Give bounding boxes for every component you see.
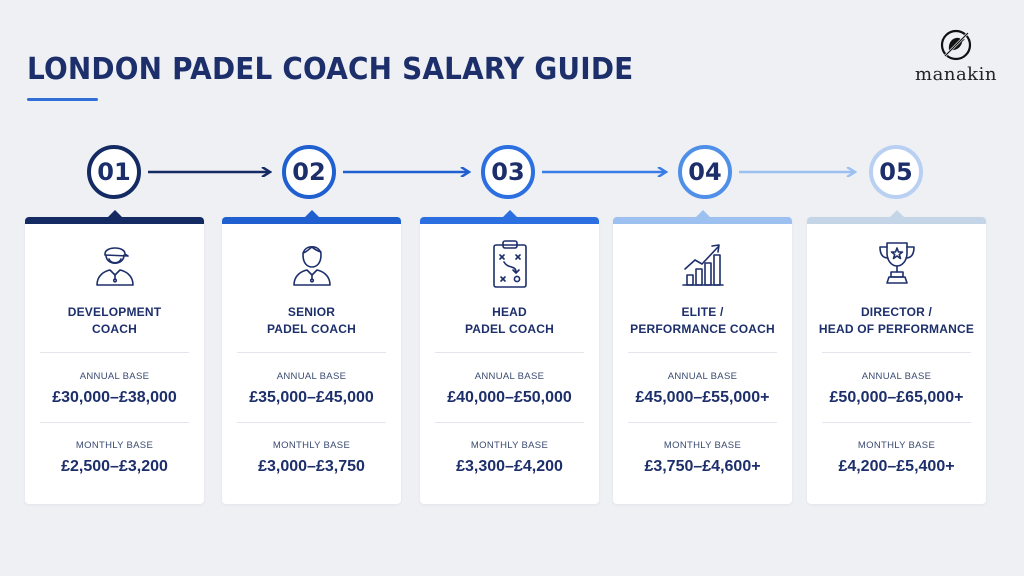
role-title: HEAD PADEL COACH [464, 305, 555, 336]
role-title: SENIOR PADEL COACH [266, 305, 357, 336]
salary-card-elite-performance-coach: ELITE / PERFORMANCE COACH ANNUAL BASE £4… [613, 210, 792, 504]
annual-base-label: ANNUAL BASE [79, 371, 150, 382]
step-circle-4: 04 [678, 145, 732, 199]
card-notch [694, 210, 711, 218]
annual-base-label: ANNUAL BASE [861, 371, 932, 382]
monthly-base-label: MONTHLY BASE [470, 440, 549, 451]
arrow-2-to-3 [343, 167, 471, 177]
divider [628, 352, 777, 353]
card-notch [106, 210, 123, 218]
role-title: ELITE / PERFORMANCE COACH [630, 305, 775, 336]
divider [40, 422, 189, 423]
annual-base-label: ANNUAL BASE [667, 371, 738, 382]
step-circle-3: 03 [481, 145, 535, 199]
annual-base-label: ANNUAL BASE [276, 371, 347, 382]
card-header-bar [25, 217, 204, 224]
card-header-bar [613, 217, 792, 224]
clipboard-tactics-icon [492, 240, 527, 288]
divider [435, 352, 584, 353]
salary-card-senior-padel-coach: SENIOR PADEL COACH ANNUAL BASE £35,000–£… [222, 210, 401, 504]
monthly-base-label: MONTHLY BASE [857, 440, 936, 451]
coach-person-icon [292, 245, 331, 286]
annual-base-value: £40,000–£50,000 [447, 389, 572, 406]
card-notch [501, 210, 518, 218]
annual-base-value: £35,000–£45,000 [249, 389, 374, 406]
annual-base-value: £50,000–£65,000+ [829, 389, 964, 406]
divider [237, 422, 386, 423]
monthly-base-value: £3,750–£4,600+ [644, 458, 761, 475]
divider [40, 352, 189, 353]
card-header-bar [807, 217, 986, 224]
page-title: LONDON PADEL COACH SALARY GUIDE [27, 52, 634, 87]
card-notch [888, 210, 905, 218]
divider [822, 352, 971, 353]
trophy-star-icon [878, 242, 915, 284]
salary-card-development-coach: DEVELOPMENT COACH ANNUAL BASE £30,000–£3… [25, 210, 204, 504]
card-header-bar [420, 217, 599, 224]
annual-base-label: ANNUAL BASE [474, 371, 545, 382]
logo-text: manakin [915, 64, 997, 85]
card-header-bar [222, 217, 401, 224]
annual-base-value: £30,000–£38,000 [52, 389, 177, 406]
card-notch [303, 210, 320, 218]
step-circle-1: 01 [87, 145, 141, 199]
progression-steps: 01 02 03 04 05 [0, 142, 1024, 202]
divider [628, 422, 777, 423]
step-circle-2: 02 [282, 145, 336, 199]
growth-chart-icon [681, 244, 724, 286]
salary-card-director-head-of-performance: DIRECTOR / HEAD OF PERFORMANCE ANNUAL BA… [807, 210, 986, 504]
monthly-base-value: £4,200–£5,400+ [838, 458, 955, 475]
monthly-base-value: £3,300–£4,200 [456, 458, 563, 475]
coach-cap-icon [95, 247, 134, 286]
role-title: DIRECTOR / HEAD OF PERFORMANCE [818, 305, 975, 336]
arrow-1-to-2 [148, 167, 272, 177]
manakin-bird-icon [940, 29, 972, 61]
divider [237, 352, 386, 353]
monthly-base-value: £2,500–£3,200 [61, 458, 168, 475]
brand-logo: manakin [906, 28, 1006, 85]
divider [822, 422, 971, 423]
role-title: DEVELOPMENT COACH [67, 305, 162, 336]
step-circle-5: 05 [869, 145, 923, 199]
arrow-3-to-4 [542, 167, 668, 177]
salary-card-head-padel-coach: HEAD PADEL COACH ANNUAL BASE £40,000–£50… [420, 210, 599, 504]
monthly-base-label: MONTHLY BASE [272, 440, 351, 451]
monthly-base-value: £3,000–£3,750 [258, 458, 365, 475]
monthly-base-label: MONTHLY BASE [75, 440, 154, 451]
arrow-4-to-5 [739, 167, 857, 177]
monthly-base-label: MONTHLY BASE [663, 440, 742, 451]
divider [435, 422, 584, 423]
title-underline [27, 98, 98, 101]
annual-base-value: £45,000–£55,000+ [635, 389, 770, 406]
